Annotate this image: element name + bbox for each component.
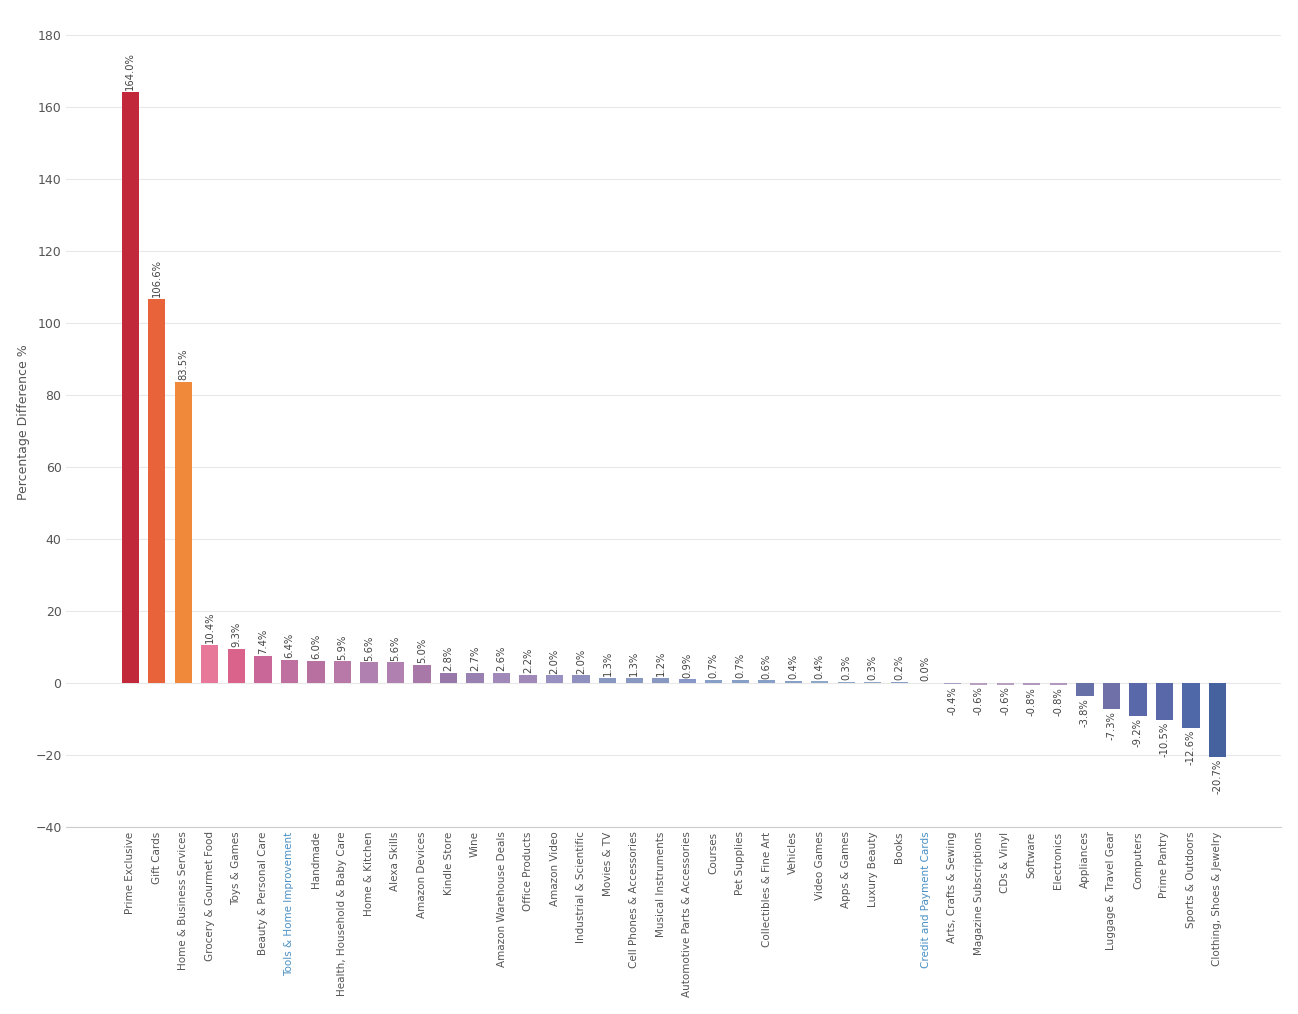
Text: 0.7%: 0.7% bbox=[735, 653, 745, 678]
Text: -3.8%: -3.8% bbox=[1080, 698, 1090, 727]
Text: -0.8%: -0.8% bbox=[1054, 687, 1063, 716]
Bar bbox=[1129, 682, 1146, 716]
Text: 10.4%: 10.4% bbox=[205, 611, 215, 643]
Bar bbox=[1050, 682, 1067, 685]
Text: 6.4%: 6.4% bbox=[284, 633, 295, 658]
Text: 5.9%: 5.9% bbox=[337, 634, 348, 659]
Bar bbox=[280, 659, 299, 682]
Bar bbox=[227, 649, 245, 682]
Bar bbox=[308, 661, 324, 682]
Text: 2.6%: 2.6% bbox=[497, 646, 506, 671]
Text: 1.2%: 1.2% bbox=[655, 651, 666, 676]
Bar bbox=[493, 673, 510, 682]
Bar bbox=[1155, 682, 1173, 720]
Text: 106.6%: 106.6% bbox=[152, 260, 162, 297]
Text: 2.8%: 2.8% bbox=[444, 646, 453, 670]
Text: 0.6%: 0.6% bbox=[762, 653, 772, 678]
Bar bbox=[626, 678, 643, 682]
Text: 0.9%: 0.9% bbox=[683, 652, 692, 677]
Bar bbox=[679, 679, 696, 682]
Text: 0.7%: 0.7% bbox=[709, 653, 719, 678]
Text: 164.0%: 164.0% bbox=[126, 53, 135, 90]
Bar bbox=[466, 673, 484, 682]
Text: 0.4%: 0.4% bbox=[788, 654, 798, 679]
Text: 1.3%: 1.3% bbox=[630, 651, 639, 676]
Bar bbox=[811, 681, 828, 682]
Text: -7.3%: -7.3% bbox=[1106, 711, 1116, 739]
Text: 2.0%: 2.0% bbox=[549, 648, 559, 673]
Bar bbox=[1208, 682, 1227, 757]
Text: 1.3%: 1.3% bbox=[602, 651, 613, 676]
Bar bbox=[758, 680, 775, 682]
Bar bbox=[944, 682, 961, 684]
Text: 0.3%: 0.3% bbox=[841, 655, 851, 679]
Bar bbox=[440, 672, 457, 682]
Text: 5.0%: 5.0% bbox=[417, 638, 427, 663]
Text: 5.6%: 5.6% bbox=[363, 636, 374, 661]
Bar bbox=[148, 299, 165, 682]
Text: -0.4%: -0.4% bbox=[948, 685, 958, 715]
Y-axis label: Percentage Difference %: Percentage Difference % bbox=[17, 344, 30, 500]
Text: -9.2%: -9.2% bbox=[1133, 718, 1144, 746]
Bar bbox=[864, 681, 881, 682]
Bar bbox=[387, 662, 404, 682]
Bar bbox=[970, 682, 988, 684]
Text: -0.6%: -0.6% bbox=[974, 686, 984, 716]
Text: 5.6%: 5.6% bbox=[391, 636, 401, 661]
Bar bbox=[546, 675, 563, 682]
Text: 0.2%: 0.2% bbox=[894, 655, 905, 680]
Text: 9.3%: 9.3% bbox=[231, 622, 241, 647]
Bar bbox=[784, 681, 802, 682]
Text: 2.0%: 2.0% bbox=[576, 648, 587, 673]
Text: 0.4%: 0.4% bbox=[815, 654, 824, 679]
Bar bbox=[705, 680, 722, 682]
Text: 7.4%: 7.4% bbox=[258, 629, 267, 654]
Bar bbox=[652, 678, 670, 682]
Bar bbox=[201, 645, 218, 682]
Bar bbox=[1023, 682, 1041, 685]
Text: 0.3%: 0.3% bbox=[868, 655, 877, 679]
Bar bbox=[254, 656, 271, 682]
Text: 0.0%: 0.0% bbox=[920, 656, 931, 680]
Bar bbox=[1103, 682, 1120, 709]
Text: 2.2%: 2.2% bbox=[523, 648, 533, 673]
Text: 6.0%: 6.0% bbox=[312, 634, 321, 659]
Bar bbox=[122, 92, 139, 682]
Text: -20.7%: -20.7% bbox=[1212, 758, 1223, 794]
Bar bbox=[1182, 682, 1199, 728]
Bar bbox=[572, 675, 589, 682]
Text: -0.6%: -0.6% bbox=[1001, 686, 1010, 716]
Bar bbox=[997, 682, 1014, 684]
Text: 2.7%: 2.7% bbox=[470, 646, 480, 671]
Bar bbox=[413, 664, 431, 682]
Text: -12.6%: -12.6% bbox=[1186, 730, 1195, 766]
Bar bbox=[361, 662, 378, 682]
Bar bbox=[598, 678, 617, 682]
Bar bbox=[519, 674, 536, 682]
Bar bbox=[1076, 682, 1093, 697]
Text: 83.5%: 83.5% bbox=[178, 349, 188, 380]
Bar bbox=[837, 681, 855, 682]
Text: -10.5%: -10.5% bbox=[1159, 722, 1169, 757]
Text: -0.8%: -0.8% bbox=[1027, 687, 1037, 716]
Bar bbox=[334, 661, 350, 682]
Bar bbox=[732, 680, 749, 682]
Bar bbox=[175, 382, 192, 682]
